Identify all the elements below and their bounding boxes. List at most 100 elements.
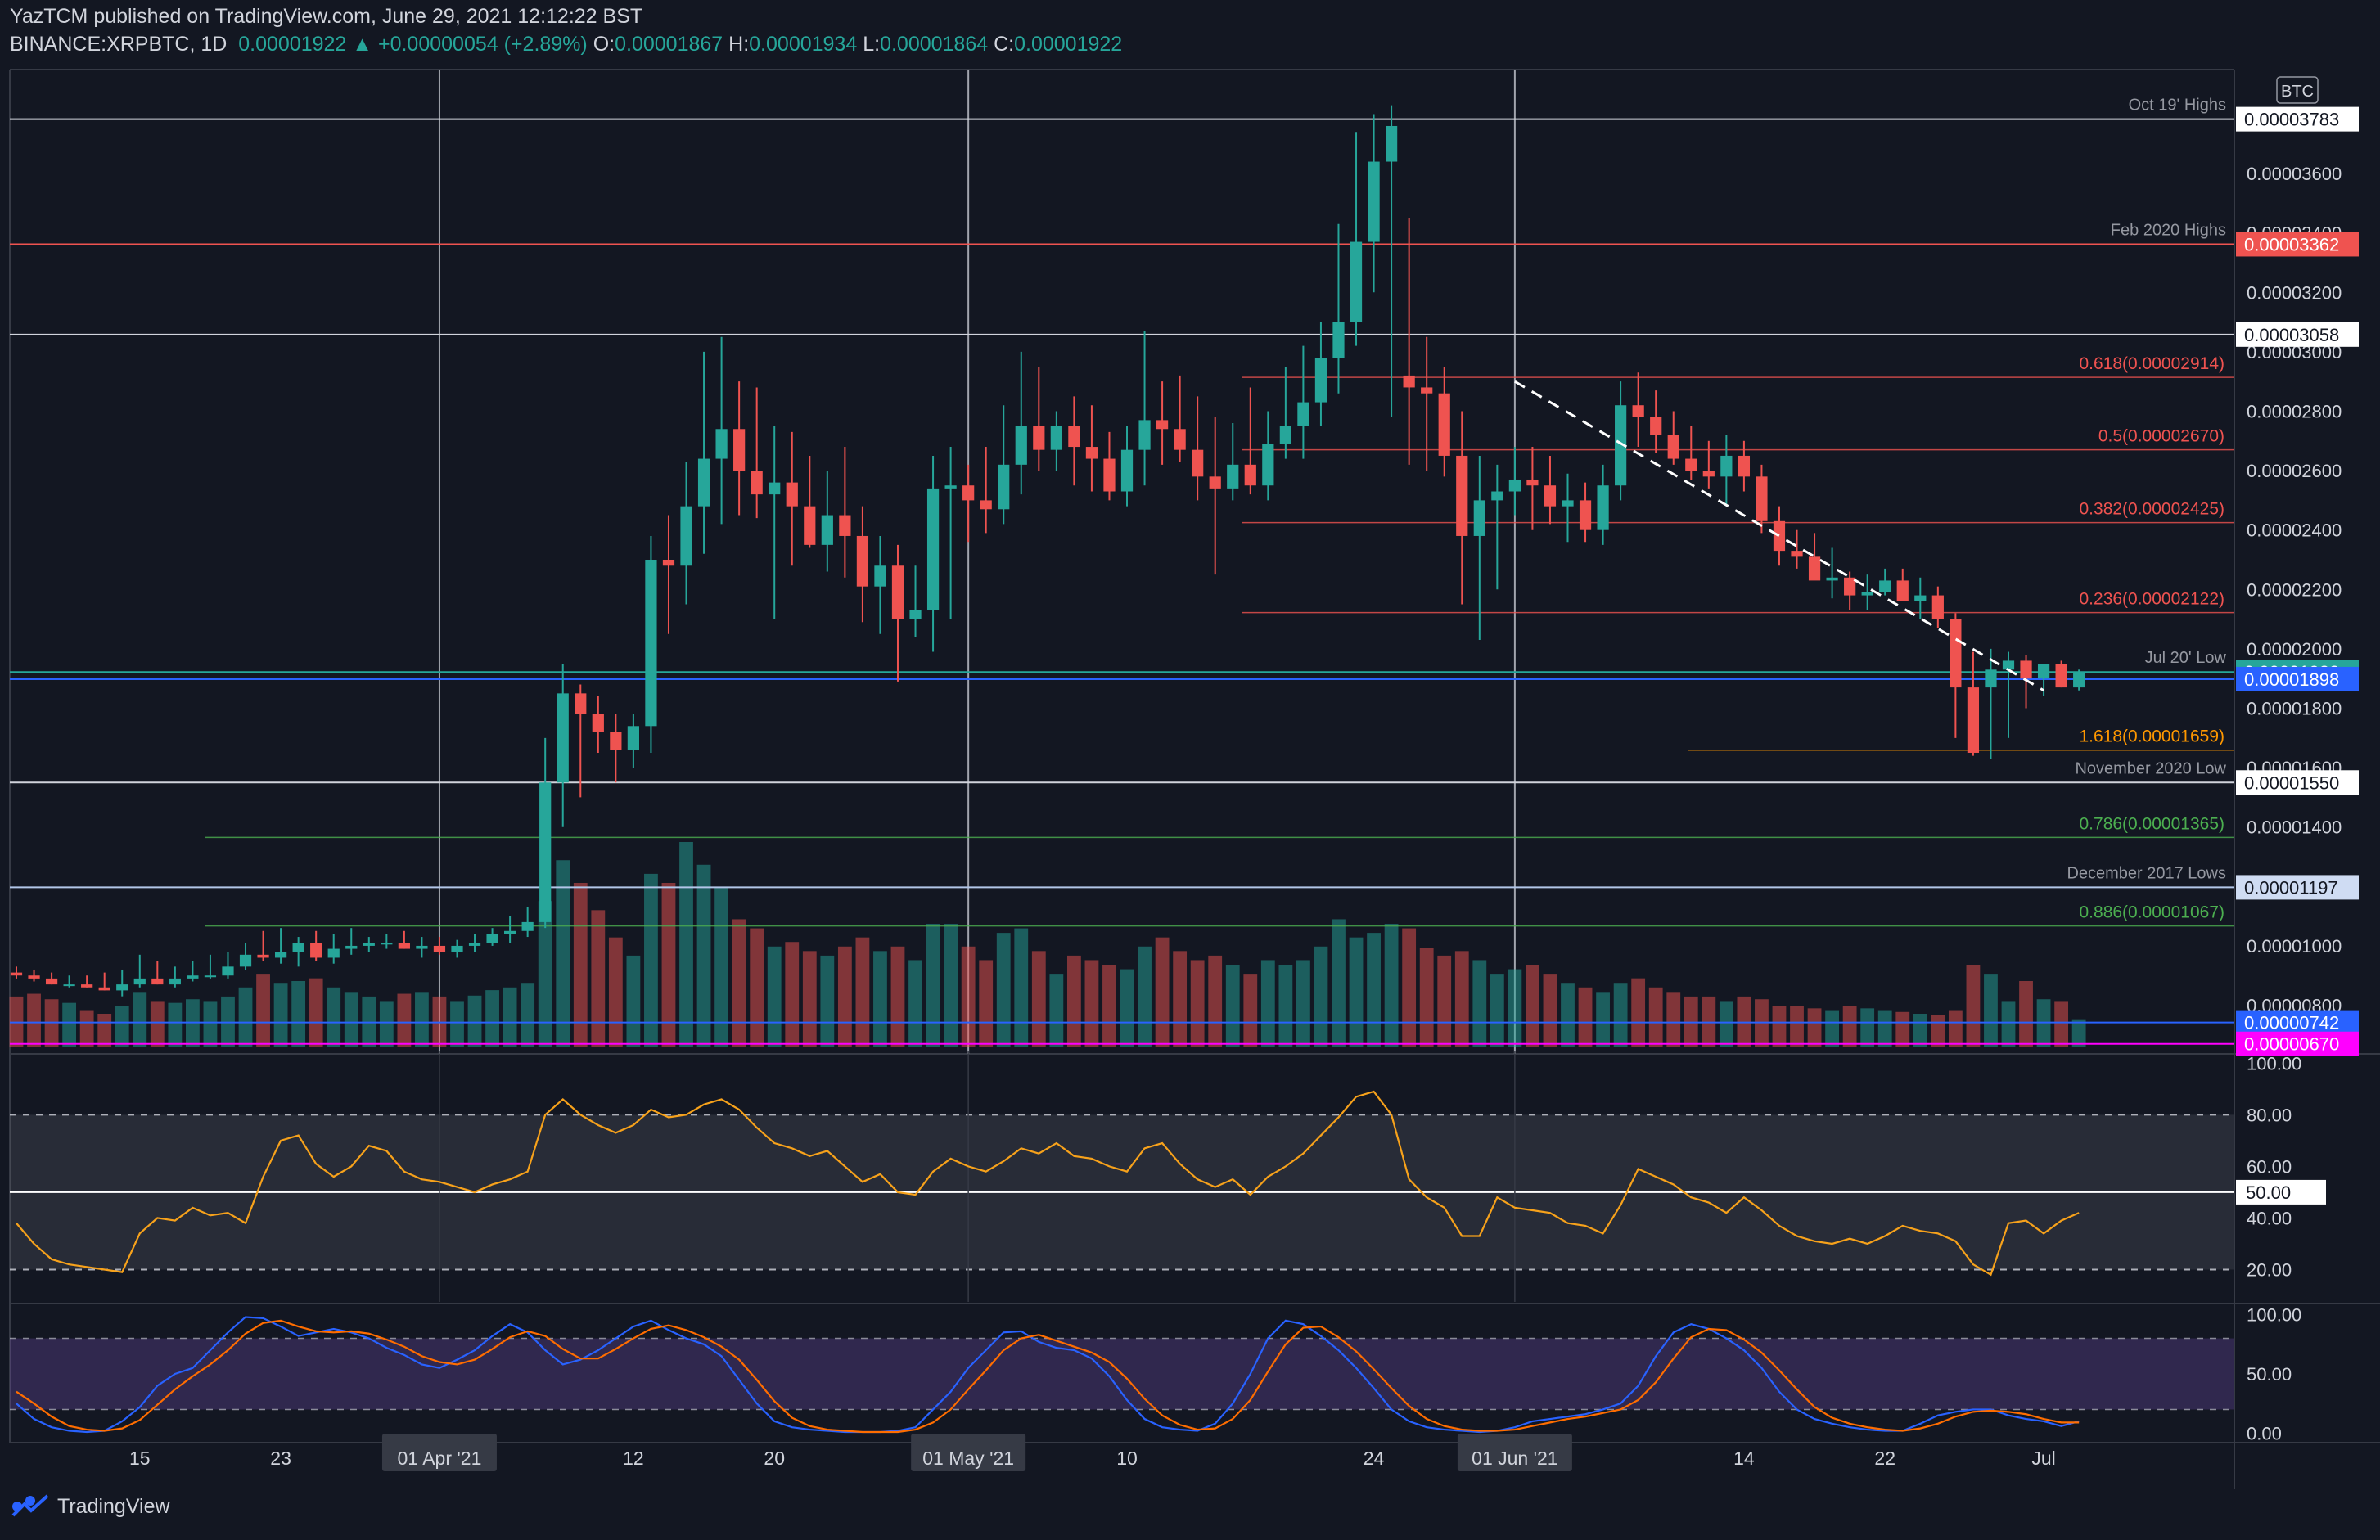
candle-body bbox=[327, 948, 340, 958]
candle-body bbox=[1244, 464, 1256, 486]
candle-body bbox=[697, 458, 710, 507]
volume-bar bbox=[238, 987, 253, 1047]
price-tag: 0.00000670 bbox=[2244, 1034, 2339, 1055]
time-axis-tick: Jul bbox=[2031, 1448, 2055, 1469]
price-axis-tick: 0.00001400 bbox=[2247, 817, 2342, 838]
candle-body bbox=[856, 535, 869, 587]
price-tag: 0.00000742 bbox=[2244, 1013, 2339, 1033]
volume-bar bbox=[1138, 946, 1152, 1047]
volume-bar bbox=[1737, 996, 1751, 1047]
volume-bar bbox=[467, 995, 482, 1047]
close-value: 0.00001922 bbox=[1014, 33, 1123, 56]
candle-body bbox=[1579, 500, 1592, 530]
candle-body bbox=[416, 945, 428, 949]
volume-bar bbox=[1243, 974, 1258, 1047]
volume-bar bbox=[679, 842, 693, 1047]
branding-name: TradingView bbox=[57, 1494, 170, 1518]
candle-body bbox=[1914, 595, 1927, 601]
candle-body bbox=[28, 975, 40, 979]
candle-body bbox=[998, 464, 1010, 510]
candle-body bbox=[1314, 358, 1327, 403]
volume-bar bbox=[1807, 1008, 1822, 1047]
candle-body bbox=[926, 488, 940, 610]
candle-body bbox=[451, 945, 463, 952]
stoch-line-k bbox=[16, 1316, 2080, 1434]
candle-body bbox=[1720, 455, 1733, 477]
candle-body bbox=[1985, 669, 1997, 688]
candle-body bbox=[786, 482, 798, 507]
last-price: 0.00001922 bbox=[238, 33, 347, 56]
volume-bar bbox=[626, 955, 641, 1047]
volume-bar bbox=[362, 996, 376, 1047]
candle-body bbox=[1632, 405, 1644, 417]
volume-bar bbox=[1260, 960, 1275, 1047]
candle-body bbox=[1068, 426, 1080, 448]
volume-bar bbox=[1842, 1006, 1857, 1047]
fib-level-label: 0.382(0.00002425) bbox=[2080, 500, 2225, 519]
time-axis-tick: 24 bbox=[1364, 1448, 1385, 1469]
candle-body bbox=[1685, 458, 1697, 471]
publisher-line: YazTCM published on TradingView.com, Jun… bbox=[10, 5, 643, 28]
level-label: Oct 19' Highs bbox=[2129, 97, 2226, 115]
candle-body bbox=[257, 954, 269, 958]
volume-bar bbox=[1049, 974, 1064, 1047]
volume-bar bbox=[1631, 978, 1646, 1047]
rsi-axis-tick: 60.00 bbox=[2247, 1156, 2292, 1177]
volume-bar bbox=[344, 992, 358, 1047]
volume-bar bbox=[714, 887, 728, 1047]
volume-bar bbox=[873, 951, 887, 1047]
low-value: 0.00001864 bbox=[880, 33, 989, 56]
candle-body bbox=[1015, 426, 1027, 465]
volume-bar bbox=[573, 883, 588, 1047]
stoch-line-d bbox=[16, 1319, 2080, 1434]
symbol-name[interactable]: BINANCE:XRPBTC, 1D bbox=[10, 33, 228, 56]
stoch-axis-tick: 100.00 bbox=[2247, 1305, 2301, 1326]
volume-bar bbox=[1472, 960, 1487, 1047]
descending-trendline bbox=[1514, 380, 2044, 692]
candle-body bbox=[2020, 660, 2032, 679]
tradingview-logo[interactable]: TradingView bbox=[11, 1494, 170, 1519]
candle-body bbox=[116, 984, 128, 991]
price-tag: 0.00001898 bbox=[2244, 669, 2339, 690]
volume-bar bbox=[1225, 965, 1240, 1047]
time-axis-tick: 10 bbox=[1116, 1448, 1138, 1469]
volume-bar bbox=[62, 1002, 77, 1047]
candle-body bbox=[486, 934, 498, 943]
candle-body bbox=[715, 429, 728, 459]
fib-level-label: 0.886(0.00001067) bbox=[2080, 903, 2225, 922]
volume-bar bbox=[538, 901, 552, 1047]
time-axis-tick: 01 May '21 bbox=[922, 1448, 1014, 1469]
candle-body bbox=[1544, 485, 1557, 507]
volume-bar bbox=[485, 990, 499, 1047]
rsi-axis-tick: 100.00 bbox=[2247, 1053, 2301, 1074]
rsi-axis-tick: 40.00 bbox=[2247, 1208, 2292, 1228]
volume-bar bbox=[591, 910, 606, 1047]
volume-bar bbox=[1031, 951, 1046, 1047]
volume-bar bbox=[1684, 996, 1698, 1047]
fib-level-label: 0.618(0.00002914) bbox=[2080, 354, 2225, 373]
candle-body bbox=[133, 978, 146, 985]
volume-bar bbox=[1613, 983, 1628, 1047]
level-label: December 2017 Lows bbox=[2067, 864, 2226, 882]
fib-level-label: 0.236(0.00002122) bbox=[2080, 590, 2225, 609]
price-change: ▲ +0.00000054 (+2.89%) bbox=[352, 33, 588, 56]
candle-body bbox=[1491, 491, 1503, 501]
price-axis-tick: 0.00002800 bbox=[2247, 401, 2342, 421]
price-tag-box bbox=[2236, 770, 2359, 795]
rsi-midline-tag: 50.00 bbox=[2246, 1182, 2291, 1203]
price-axis-tick: 0.00002400 bbox=[2247, 520, 2342, 541]
fib-level-label: 1.618(0.00001659) bbox=[2080, 727, 2225, 746]
volume-bar bbox=[1454, 951, 1469, 1047]
candle-body bbox=[1262, 444, 1274, 486]
volume-bar bbox=[79, 1010, 94, 1047]
volume-bar bbox=[2019, 981, 2033, 1047]
candle-body bbox=[1421, 387, 1433, 394]
volume-bar bbox=[1860, 1008, 1875, 1047]
volume-bar bbox=[2071, 1019, 2086, 1047]
candle-body bbox=[2055, 664, 2067, 688]
price-tag-box bbox=[2236, 106, 2359, 132]
volume-bar bbox=[644, 873, 658, 1047]
volume-bar bbox=[27, 993, 41, 1047]
